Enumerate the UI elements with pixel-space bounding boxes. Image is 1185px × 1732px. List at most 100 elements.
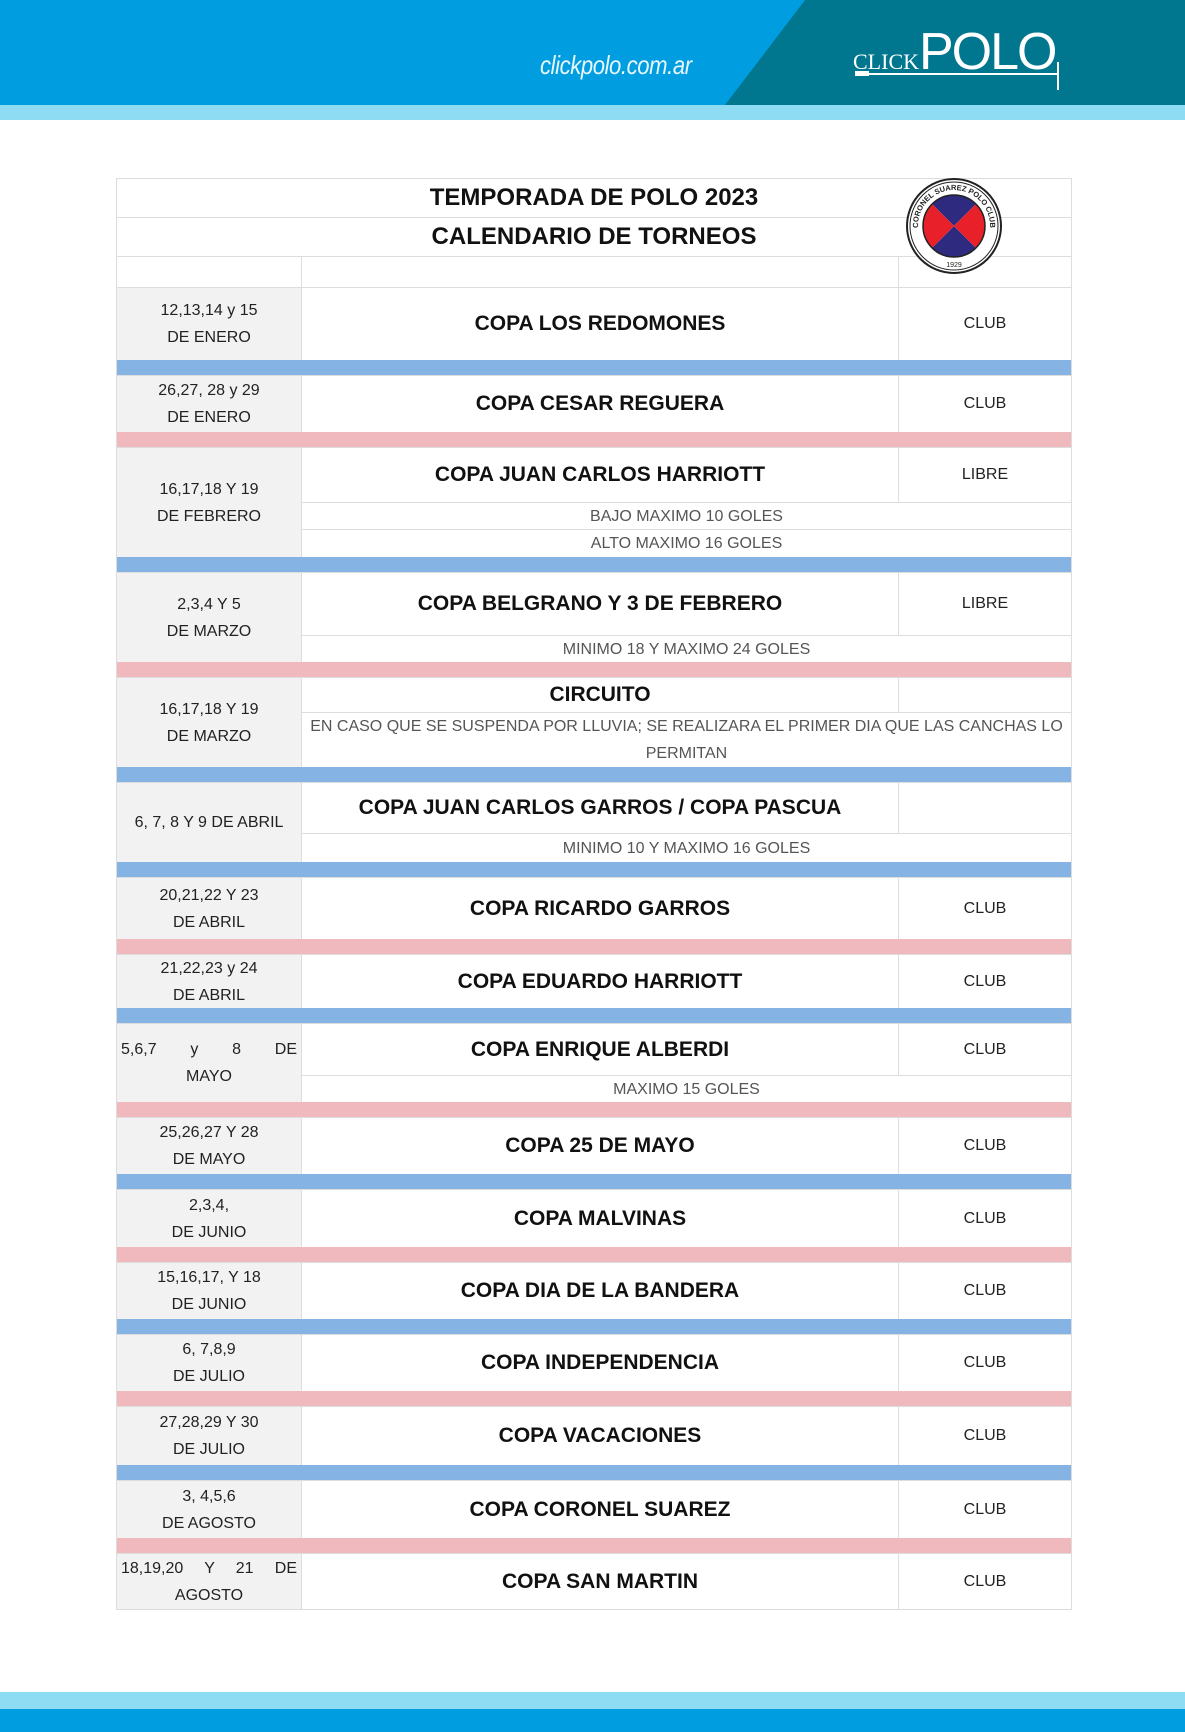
tournament-name: COPA MALVINAS (302, 1190, 899, 1247)
tournament-category (899, 783, 1071, 833)
tournament-name: COPA RICARDO GARROS (302, 878, 899, 939)
tournament-date: 6, 7, 8 Y 9 DE ABRIL (117, 783, 302, 862)
tournament-row: 25,26,27 Y 28 DE MAYO COPA 25 DE MAYO CLU… (117, 1117, 1071, 1174)
header-stripe (0, 105, 1185, 120)
brand-logo[interactable]: CLICKPOLO (853, 22, 1057, 82)
tournament-note: MINIMO 18 Y MAXIMO 24 GOLES (302, 635, 1071, 662)
tournament-name: COPA BELGRANO Y 3 DE FEBRERO (302, 573, 899, 635)
date-line-2: DE JUNIO (171, 1223, 247, 1241)
tournament-name: COPA JUAN CARLOS GARROS / COPA PASCUA (302, 783, 899, 833)
date-line-2: DE MARZO (166, 727, 252, 745)
date-line-1: 18,19,20 Y 21 DE (121, 1559, 297, 1577)
footer-stripe (0, 1692, 1185, 1709)
tournament-category: CLUB (963, 1572, 1007, 1590)
date-line-1: 20,21,22 Y 23 (159, 886, 259, 904)
tournament-category: CLUB (963, 1137, 1007, 1154)
separator-blue (117, 557, 1071, 572)
tournament-category: CLUB (963, 1209, 1007, 1227)
tournament-row: 2,3,4 Y 5 DE MARZO COPA BELGRANO Y 3 DE F… (117, 572, 1071, 662)
separator-blue (117, 767, 1071, 782)
separator-pink (117, 432, 1071, 447)
date-line-1: 25,26,27 Y 28 (159, 1124, 259, 1141)
tournament-category (899, 678, 1071, 712)
tournament-category: CLUB (963, 972, 1007, 990)
tournament-date: 2,3,4 Y 5 DE MARZO (117, 573, 302, 662)
separator-blue (117, 1319, 1071, 1334)
tournament-date: 27,28,29 Y 30 DE JULIO (117, 1407, 302, 1465)
separator-pink (117, 1102, 1071, 1117)
tournament-date: 20,21,22 Y 23 DE ABRIL (117, 878, 302, 939)
tournament-row: 21,22,23 y 24 DE ABRIL COPA EDUARDO HARRI… (117, 954, 1071, 1008)
tournament-row: 27,28,29 Y 30 DE JULIO COPA VACACIONES CL… (117, 1406, 1071, 1465)
separator-blue (117, 1008, 1071, 1023)
tournament-row: 18,19,20 Y 21 DE AGOSTO COPA SAN MARTIN C… (117, 1553, 1071, 1610)
tournament-date: 21,22,23 y 24 DE ABRIL (117, 955, 302, 1008)
separator-pink (117, 1247, 1071, 1262)
tournament-name: COPA LOS REDOMONES (302, 288, 899, 360)
separator-pink (117, 662, 1071, 677)
date-line-1: 27,28,29 Y 30 (159, 1414, 259, 1431)
tournament-row: 6, 7, 8 Y 9 DE ABRIL COPA JUAN CARLOS GA… (117, 782, 1071, 862)
tournament-name: COPA CORONEL SUAREZ (302, 1481, 899, 1538)
tournament-category: CLUB (963, 1040, 1007, 1058)
tournament-name: COPA 25 DE MAYO (302, 1118, 899, 1174)
date-line-2: DE ENERO (167, 329, 251, 346)
date-line-2: DE ABRIL (172, 913, 246, 931)
tournament-category: LIBRE (961, 466, 1009, 483)
date-line-2: AGOSTO (174, 1586, 244, 1604)
tournament-name: COPA JUAN CARLOS HARRIOTT (302, 448, 899, 502)
tournament-date: 6, 7,8,9 DE JULIO (117, 1335, 302, 1391)
tournament-category: LIBRE (961, 595, 1009, 612)
date-line-1: 6, 7, 8 Y 9 DE ABRIL (134, 814, 284, 831)
date-line-1: 21,22,23 y 24 (160, 959, 258, 977)
tournament-category: CLUB (963, 1500, 1007, 1518)
calendar-title: TEMPORADA DE POLO 2023 (117, 178, 1071, 217)
tournament-note: EN CASO QUE SE SUSPENDA POR LLUVIA; SE R… (302, 712, 1071, 767)
tournament-date: 18,19,20 Y 21 DE AGOSTO (117, 1554, 302, 1609)
tournament-note: ALTO MAXIMO 16 GOLES (302, 529, 1071, 557)
tournament-name: COPA INDEPENDENCIA (302, 1335, 899, 1391)
date-line-2: DE JUNIO (171, 1296, 247, 1313)
tournament-row: 12,13,14 y 15 DE ENERO COPA LOS REDOMONES… (117, 287, 1071, 360)
tournament-category: CLUB (963, 1354, 1007, 1371)
tournament-row: 20,21,22 Y 23 DE ABRIL COPA RICARDO GARRO… (117, 877, 1071, 939)
date-line-1: 6, 7,8,9 (182, 1341, 236, 1358)
blank-row (117, 256, 1071, 287)
brand-polo-mallet (1057, 62, 1059, 90)
tournament-date: 5,6,7 y 8 DE MAYO (117, 1024, 302, 1102)
tournament-date: 3, 4,5,6 DE AGOSTO (117, 1481, 302, 1538)
brand-polo-grip (855, 71, 869, 76)
tournament-name: COPA VACACIONES (302, 1407, 899, 1465)
tournament-category: CLUB (963, 395, 1007, 412)
tournament-date: 12,13,14 y 15 DE ENERO (117, 288, 302, 360)
tournament-date: 15,16,17, Y 18 DE JUNIO (117, 1263, 302, 1319)
date-line-2: DE AGOSTO (162, 1514, 256, 1532)
site-url[interactable]: clickpolo.com.ar (540, 50, 692, 80)
tournament-note: MAXIMO 15 GOLES (302, 1075, 1071, 1102)
tournament-row: 3, 4,5,6 DE AGOSTO COPA CORONEL SUAREZ CL… (117, 1480, 1071, 1538)
tournament-category: CLUB (963, 1282, 1007, 1299)
tournament-row: 2,3,4, DE JUNIO COPA MALVINAS CLUB (117, 1189, 1071, 1247)
tournament-row: 6, 7,8,9 DE JULIO COPA INDEPENDENCIA CLUB (117, 1334, 1071, 1391)
separator-blue (117, 862, 1071, 877)
brand-small: CLICK (853, 49, 919, 74)
date-line-2: DE JULIO (172, 1441, 245, 1458)
tournament-calendar: TEMPORADA DE POLO 2023 CALENDARIO DE TOR… (116, 178, 1072, 1610)
date-line-2: MAYO (186, 1068, 232, 1085)
date-line-1: 5,6,7 y 8 DE (121, 1041, 297, 1058)
date-line-1: 16,17,18 Y 19 (159, 700, 259, 718)
footer-bar (0, 1709, 1185, 1732)
tournament-note: MINIMO 10 Y MAXIMO 16 GOLES (302, 833, 1071, 862)
calendar-subtitle: CALENDARIO DE TORNEOS (117, 217, 1071, 256)
tournament-category: CLUB (963, 315, 1007, 332)
tournament-name: CIRCUITO (302, 678, 899, 712)
tournament-row: 15,16,17, Y 18 DE JUNIO COPA DIA DE LA BA… (117, 1262, 1071, 1319)
date-line-1: 2,3,4 Y 5 (177, 595, 241, 613)
tournament-name: COPA SAN MARTIN (302, 1554, 899, 1609)
date-line-1: 26,27, 28 y 29 (158, 382, 260, 399)
tournament-row: 5,6,7 y 8 DE MAYO COPA ENRIQUE ALBERDI CL… (117, 1023, 1071, 1102)
separator-blue (117, 1465, 1071, 1480)
separator-blue (117, 1174, 1071, 1189)
tournament-row: 16,17,18 Y 19 DE FEBRERO COPA JUAN CARLOS… (117, 447, 1071, 557)
tournament-name: COPA EDUARDO HARRIOTT (302, 955, 899, 1008)
